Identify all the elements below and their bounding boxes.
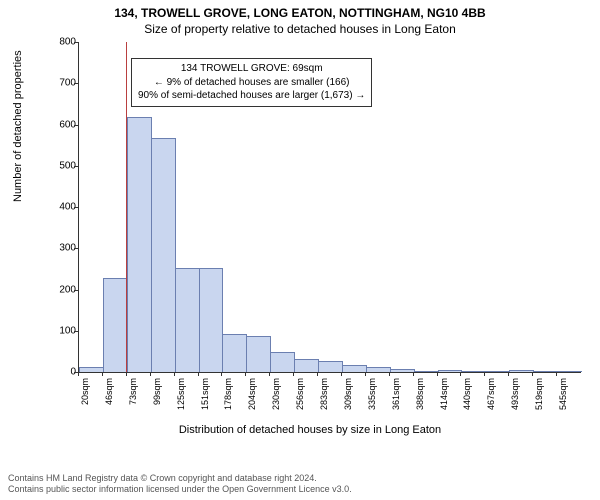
histogram-bar	[414, 371, 439, 372]
x-tick-label: 493sqm	[510, 378, 520, 418]
x-tick-mark	[341, 372, 342, 376]
x-tick-label: 414sqm	[439, 378, 449, 418]
x-tick-label: 46sqm	[104, 378, 114, 418]
histogram-bar	[199, 268, 224, 372]
y-tick-label: 200	[50, 284, 76, 295]
y-tick-label: 400	[50, 202, 76, 213]
histogram-bar	[151, 138, 176, 372]
x-tick-label: 99sqm	[152, 378, 162, 418]
y-tick-mark	[74, 42, 78, 43]
x-tick-label: 388sqm	[415, 378, 425, 418]
footer-attribution: Contains HM Land Registry data © Crown c…	[8, 473, 352, 496]
annotation-line-2: ← 9% of detached houses are smaller (166…	[138, 76, 365, 90]
histogram-bar	[366, 367, 391, 372]
x-tick-mark	[150, 372, 151, 376]
x-tick-mark	[245, 372, 246, 376]
annotation-line-3: 90% of semi-detached houses are larger (…	[138, 89, 365, 103]
x-tick-label: 335sqm	[367, 378, 377, 418]
y-tick-mark	[74, 331, 78, 332]
y-tick-label: 700	[50, 78, 76, 89]
chart-container: Number of detached properties 134 TROWEL…	[40, 42, 580, 440]
footer-line-2: Contains public sector information licen…	[8, 484, 352, 496]
x-tick-mark	[365, 372, 366, 376]
annotation-box: 134 TROWELL GROVE: 69sqm← 9% of detached…	[131, 58, 372, 107]
histogram-bar	[127, 117, 152, 372]
x-tick-mark	[198, 372, 199, 376]
x-tick-mark	[508, 372, 509, 376]
histogram-bar	[342, 365, 367, 372]
x-tick-mark	[413, 372, 414, 376]
histogram-bar	[175, 268, 200, 372]
x-tick-label: 467sqm	[486, 378, 496, 418]
histogram-bar	[79, 367, 104, 372]
x-tick-label: 73sqm	[128, 378, 138, 418]
y-tick-label: 500	[50, 160, 76, 171]
y-tick-label: 800	[50, 37, 76, 48]
x-tick-label: 361sqm	[391, 378, 401, 418]
x-tick-mark	[317, 372, 318, 376]
x-tick-mark	[389, 372, 390, 376]
y-tick-mark	[74, 248, 78, 249]
histogram-bar	[390, 369, 415, 372]
x-tick-label: 204sqm	[247, 378, 257, 418]
y-tick-label: 600	[50, 119, 76, 130]
histogram-bar	[294, 359, 319, 372]
x-tick-label: 20sqm	[80, 378, 90, 418]
x-tick-mark	[437, 372, 438, 376]
x-tick-label: 230sqm	[271, 378, 281, 418]
x-tick-mark	[174, 372, 175, 376]
plot-area: 134 TROWELL GROVE: 69sqm← 9% of detached…	[78, 42, 581, 373]
x-tick-label: 440sqm	[462, 378, 472, 418]
histogram-bar	[485, 371, 510, 372]
y-tick-mark	[74, 290, 78, 291]
x-tick-mark	[126, 372, 127, 376]
histogram-bar	[438, 370, 463, 372]
histogram-bar	[103, 278, 128, 372]
y-tick-mark	[74, 166, 78, 167]
y-tick-label: 0	[50, 367, 76, 378]
histogram-bar	[509, 370, 534, 372]
x-tick-mark	[460, 372, 461, 376]
histogram-bar	[461, 371, 486, 372]
x-tick-label: 283sqm	[319, 378, 329, 418]
x-tick-mark	[293, 372, 294, 376]
y-tick-label: 100	[50, 325, 76, 336]
x-tick-label: 519sqm	[534, 378, 544, 418]
property-marker-line	[126, 42, 127, 372]
histogram-bar	[270, 352, 295, 372]
x-tick-label: 178sqm	[223, 378, 233, 418]
x-tick-mark	[484, 372, 485, 376]
x-tick-mark	[532, 372, 533, 376]
x-tick-mark	[102, 372, 103, 376]
histogram-bar	[557, 371, 582, 372]
histogram-bar	[318, 361, 343, 372]
x-tick-label: 545sqm	[558, 378, 568, 418]
x-tick-label: 151sqm	[200, 378, 210, 418]
x-tick-mark	[221, 372, 222, 376]
x-tick-mark	[556, 372, 557, 376]
page-title: 134, TROWELL GROVE, LONG EATON, NOTTINGH…	[0, 0, 600, 20]
annotation-line-1: 134 TROWELL GROVE: 69sqm	[138, 62, 365, 76]
y-axis-label: Number of detached properties	[12, 50, 24, 202]
page-subtitle: Size of property relative to detached ho…	[0, 20, 600, 36]
x-tick-label: 309sqm	[343, 378, 353, 418]
y-tick-mark	[74, 83, 78, 84]
y-tick-mark	[74, 125, 78, 126]
footer-line-1: Contains HM Land Registry data © Crown c…	[8, 473, 352, 485]
x-tick-mark	[78, 372, 79, 376]
x-tick-label: 256sqm	[295, 378, 305, 418]
x-tick-mark	[269, 372, 270, 376]
x-axis-label: Distribution of detached houses by size …	[40, 424, 580, 436]
histogram-bar	[222, 334, 247, 372]
histogram-bar	[246, 336, 271, 372]
y-tick-label: 300	[50, 243, 76, 254]
histogram-bar	[533, 371, 558, 372]
x-tick-label: 125sqm	[176, 378, 186, 418]
y-tick-mark	[74, 207, 78, 208]
